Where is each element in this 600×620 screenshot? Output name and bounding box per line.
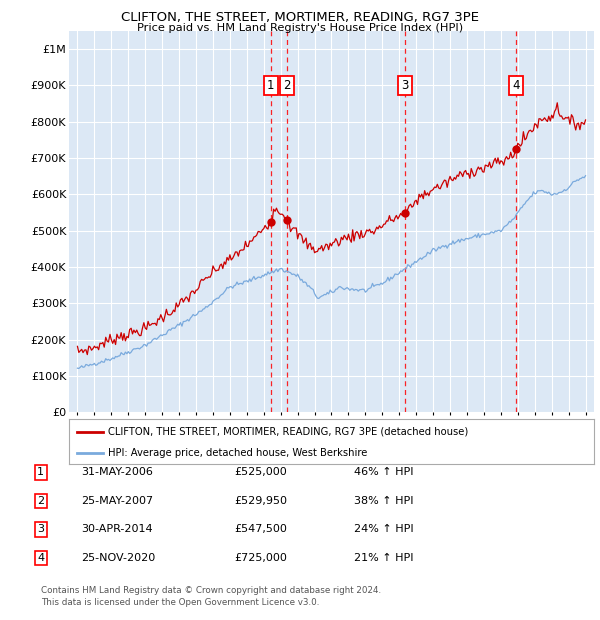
Text: 2: 2 bbox=[284, 79, 291, 92]
Text: 25-MAY-2007: 25-MAY-2007 bbox=[81, 496, 153, 506]
Text: 30-APR-2014: 30-APR-2014 bbox=[81, 525, 152, 534]
Text: £525,000: £525,000 bbox=[234, 467, 287, 477]
Text: CLIFTON, THE STREET, MORTIMER, READING, RG7 3PE: CLIFTON, THE STREET, MORTIMER, READING, … bbox=[121, 11, 479, 24]
Text: 31-MAY-2006: 31-MAY-2006 bbox=[81, 467, 153, 477]
Text: Price paid vs. HM Land Registry's House Price Index (HPI): Price paid vs. HM Land Registry's House … bbox=[137, 23, 463, 33]
Text: 3: 3 bbox=[37, 525, 44, 534]
Text: 46% ↑ HPI: 46% ↑ HPI bbox=[354, 467, 413, 477]
Text: 1: 1 bbox=[37, 467, 44, 477]
Text: HPI: Average price, detached house, West Berkshire: HPI: Average price, detached house, West… bbox=[109, 448, 368, 458]
Text: CLIFTON, THE STREET, MORTIMER, READING, RG7 3PE (detached house): CLIFTON, THE STREET, MORTIMER, READING, … bbox=[109, 427, 469, 436]
Text: 38% ↑ HPI: 38% ↑ HPI bbox=[354, 496, 413, 506]
Text: Contains HM Land Registry data © Crown copyright and database right 2024.: Contains HM Land Registry data © Crown c… bbox=[41, 586, 381, 595]
Text: £725,000: £725,000 bbox=[234, 553, 287, 563]
Text: 1: 1 bbox=[267, 79, 274, 92]
Text: £529,950: £529,950 bbox=[234, 496, 287, 506]
Text: 21% ↑ HPI: 21% ↑ HPI bbox=[354, 553, 413, 563]
Text: £547,500: £547,500 bbox=[234, 525, 287, 534]
Text: 25-NOV-2020: 25-NOV-2020 bbox=[81, 553, 155, 563]
Text: 4: 4 bbox=[512, 79, 520, 92]
Text: 3: 3 bbox=[401, 79, 409, 92]
Text: 2: 2 bbox=[37, 496, 44, 506]
Text: 24% ↑ HPI: 24% ↑ HPI bbox=[354, 525, 413, 534]
Text: This data is licensed under the Open Government Licence v3.0.: This data is licensed under the Open Gov… bbox=[41, 598, 319, 607]
Text: 4: 4 bbox=[37, 553, 44, 563]
